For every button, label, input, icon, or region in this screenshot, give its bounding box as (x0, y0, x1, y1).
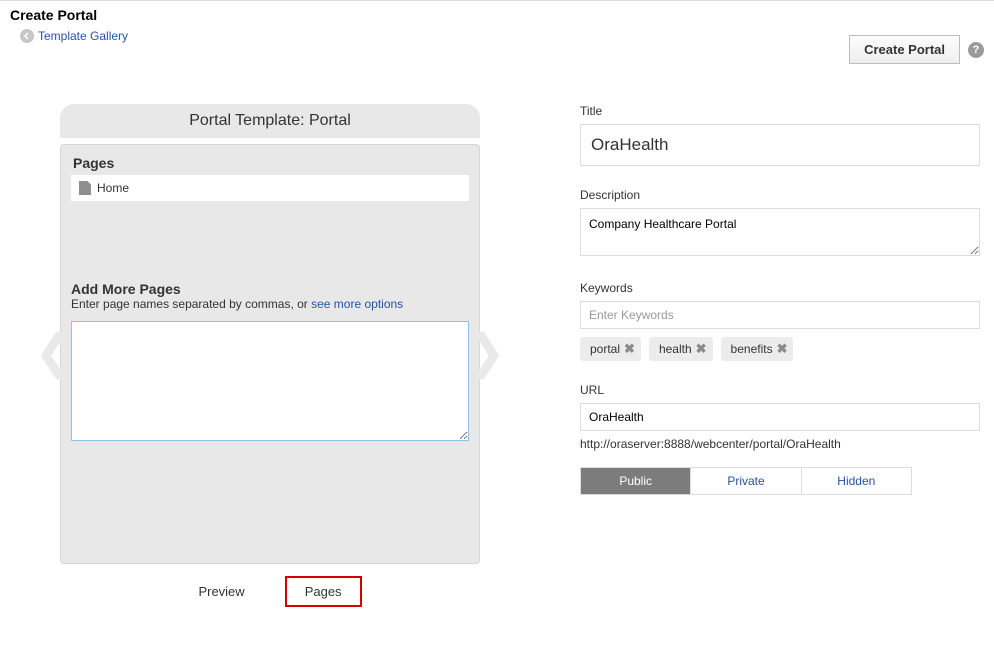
template-header: Portal Template: Portal (60, 104, 480, 138)
page-title: Create Portal (10, 7, 128, 23)
add-pages-textarea[interactable] (71, 321, 469, 441)
chevron-right-icon[interactable]: ❯ (466, 324, 506, 380)
keyword-tag: benefits ✖ (721, 337, 794, 361)
tag-label: health (659, 342, 692, 356)
template-gallery-link[interactable]: Template Gallery (20, 29, 128, 43)
create-portal-button[interactable]: Create Portal (849, 35, 960, 64)
add-more-prefix: Enter page names separated by commas, or (71, 297, 311, 311)
url-input[interactable] (580, 403, 980, 431)
keyword-tag: portal ✖ (580, 337, 641, 361)
add-more-pages-subtitle: Enter page names separated by commas, or… (71, 297, 469, 311)
url-preview: http://oraserver:8888/webcenter/portal/O… (580, 437, 980, 451)
template-body: Pages Home Add More Pages Enter page nam… (60, 144, 480, 564)
tag-remove-icon[interactable]: ✖ (624, 341, 635, 357)
help-icon[interactable]: ? (968, 42, 984, 58)
description-input[interactable]: Company Healthcare Portal (580, 208, 980, 256)
title-label: Title (580, 104, 980, 118)
tag-remove-icon[interactable]: ✖ (696, 341, 707, 357)
keywords-label: Keywords (580, 281, 980, 295)
tag-remove-icon[interactable]: ✖ (777, 341, 788, 357)
description-label: Description (580, 188, 980, 202)
visibility-public[interactable]: Public (581, 468, 691, 494)
tag-label: benefits (731, 342, 773, 356)
pages-section-label: Pages (73, 155, 469, 171)
back-arrow-icon (20, 29, 34, 43)
keyword-tag: health ✖ (649, 337, 713, 361)
visibility-toggle: Public Private Hidden (580, 467, 912, 495)
url-label: URL (580, 383, 980, 397)
chevron-left-icon[interactable]: ❮ (34, 324, 74, 380)
add-more-pages-title: Add More Pages (71, 281, 469, 297)
tab-pages[interactable]: Pages (285, 576, 362, 607)
visibility-private[interactable]: Private (691, 468, 801, 494)
tab-preview[interactable]: Preview (178, 576, 264, 607)
visibility-hidden[interactable]: Hidden (802, 468, 911, 494)
tag-label: portal (590, 342, 620, 356)
template-gallery-label: Template Gallery (38, 29, 128, 43)
title-input[interactable] (580, 124, 980, 166)
keywords-tags: portal ✖ health ✖ benefits ✖ (580, 337, 980, 361)
page-item-label: Home (97, 181, 129, 195)
page-icon (79, 181, 91, 195)
see-more-options-link[interactable]: see more options (311, 297, 403, 311)
page-list-item[interactable]: Home (71, 175, 469, 201)
keywords-input[interactable] (580, 301, 980, 329)
